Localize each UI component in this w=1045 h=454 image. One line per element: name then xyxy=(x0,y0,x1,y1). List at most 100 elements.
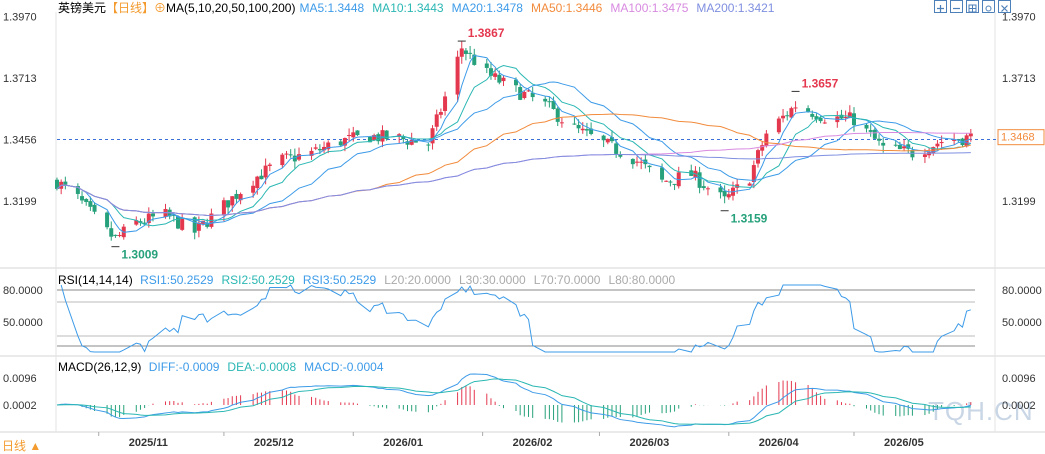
extreme-label: 1.3159 xyxy=(731,212,768,226)
extreme-label: 1.3009 xyxy=(121,248,158,262)
candle-body xyxy=(839,114,844,119)
macd-values: DIFF:-0.0009 DEA:-0.0008 MACD:-0.0004 xyxy=(145,360,384,374)
ma-value-0: MA5:1.3448 xyxy=(299,1,365,15)
price-tick-right: 1.3199 xyxy=(1002,196,1036,208)
candle-body xyxy=(180,217,185,230)
candle-body xyxy=(751,165,756,183)
candle-body xyxy=(872,129,877,139)
candle-body xyxy=(488,68,493,76)
candle-body xyxy=(605,138,610,143)
time-tick-label: 2026/05 xyxy=(884,437,924,449)
rsi-value-6: L80:80.0000 xyxy=(608,273,676,287)
candle-body xyxy=(756,150,761,164)
candle-body xyxy=(92,204,97,212)
candle-body xyxy=(718,187,723,193)
candle-body xyxy=(434,114,439,127)
close-icon[interactable] xyxy=(998,0,1011,13)
candle-body xyxy=(584,129,589,131)
candle-body xyxy=(551,100,556,109)
candle-body xyxy=(413,140,418,143)
candle-body xyxy=(430,128,435,144)
rsi-tick-right: 50.0000 xyxy=(1002,317,1042,329)
candle-body xyxy=(459,48,464,57)
candle-body xyxy=(635,161,640,163)
grid-icon[interactable] xyxy=(966,0,979,13)
candle-body xyxy=(292,155,297,162)
candle-body xyxy=(847,112,852,118)
candle-body xyxy=(952,139,957,141)
macd-value-0: DIFF:-0.0009 xyxy=(148,360,220,374)
candle-body xyxy=(793,107,798,109)
macd-tick-right: 0.0096 xyxy=(1002,373,1036,385)
zoom-out-icon[interactable] xyxy=(950,0,963,13)
macd-tick-right: 0.0002 xyxy=(1002,400,1036,412)
candle-body xyxy=(146,213,151,224)
candle-body xyxy=(221,200,226,215)
candle-body xyxy=(776,118,781,133)
candle-body xyxy=(939,141,944,144)
time-tick-label: 2025/12 xyxy=(254,437,294,449)
ma-line-ma100 xyxy=(56,131,971,216)
settings-icon[interactable] xyxy=(982,0,995,13)
candle-body xyxy=(376,134,381,142)
candle-body xyxy=(897,144,902,150)
zoom-in-icon[interactable] xyxy=(934,0,947,13)
period-selector[interactable]: 日线 ▲ xyxy=(2,439,42,453)
candle-body xyxy=(580,128,585,131)
candle-body xyxy=(150,213,155,217)
candle-body xyxy=(426,144,431,146)
time-tick-label: 2026/02 xyxy=(513,437,553,449)
ma-line-ma20 xyxy=(56,81,971,224)
candle-body xyxy=(326,142,331,150)
candle-body xyxy=(705,188,710,190)
ma-value-3: MA50:1.3446 xyxy=(530,1,603,15)
candle-body xyxy=(171,214,176,216)
chart-legend: 英镑美元【日线】⊕MA(5,10,20,50,100,200) MA5:1.344… xyxy=(58,1,774,15)
candle-body xyxy=(438,112,443,115)
ma-value-5: MA200:1.3421 xyxy=(696,1,775,15)
extreme-label: 1.3867 xyxy=(468,26,505,40)
ma-line-ma5 xyxy=(56,54,972,233)
rsi-values: RSI1:50.2529 RSI2:50.2529 RSI3:50.2529 L20:… xyxy=(136,273,675,287)
candle-body xyxy=(609,137,614,142)
watermark: TQH.CN xyxy=(928,396,1034,426)
period-label[interactable]: 【日线】 xyxy=(106,1,155,15)
rsi-value-2: RSI3:50.2529 xyxy=(302,273,377,287)
macd-legend: MACD(26,12,9) DIFF:-0.0009 DEA:-0.0008 MAC… xyxy=(58,360,384,374)
candle-body xyxy=(288,154,293,156)
candle-body xyxy=(109,228,114,237)
candle-body xyxy=(226,200,231,208)
current-price-value: 1.3468 xyxy=(1001,132,1035,144)
candle-body xyxy=(238,193,243,201)
candle-body xyxy=(280,154,285,166)
candle-body xyxy=(409,139,414,145)
candle-body xyxy=(822,122,827,124)
candle-body xyxy=(234,193,239,199)
candle-body xyxy=(322,146,327,151)
candle-body xyxy=(722,190,727,197)
time-tick-label: 2025/11 xyxy=(129,437,168,449)
candle-body xyxy=(255,176,260,189)
candle-body xyxy=(555,108,560,122)
candle-body xyxy=(309,150,314,156)
candle-body xyxy=(55,179,59,189)
candle-body xyxy=(764,133,769,146)
time-tick-label: 2026/04 xyxy=(759,437,800,449)
candle-body xyxy=(664,180,669,182)
rsi-value-4: L30:30.0000 xyxy=(458,273,526,287)
rsi-tick-right: 80.0000 xyxy=(1002,285,1042,297)
candle-body xyxy=(672,183,677,185)
candle-body xyxy=(697,172,702,188)
candle-body xyxy=(230,196,235,206)
candle-body xyxy=(63,181,68,185)
add-indicator-icon[interactable]: ⊕ xyxy=(154,1,167,15)
candle-body xyxy=(205,223,210,227)
candle-body xyxy=(935,143,940,147)
candle-body xyxy=(484,63,489,68)
candle-body xyxy=(668,181,673,183)
macd-dea-line xyxy=(56,378,971,425)
ma-value-4: MA100:1.3475 xyxy=(610,1,689,15)
extreme-label: 1.3657 xyxy=(802,76,839,90)
candle-body xyxy=(84,198,89,203)
